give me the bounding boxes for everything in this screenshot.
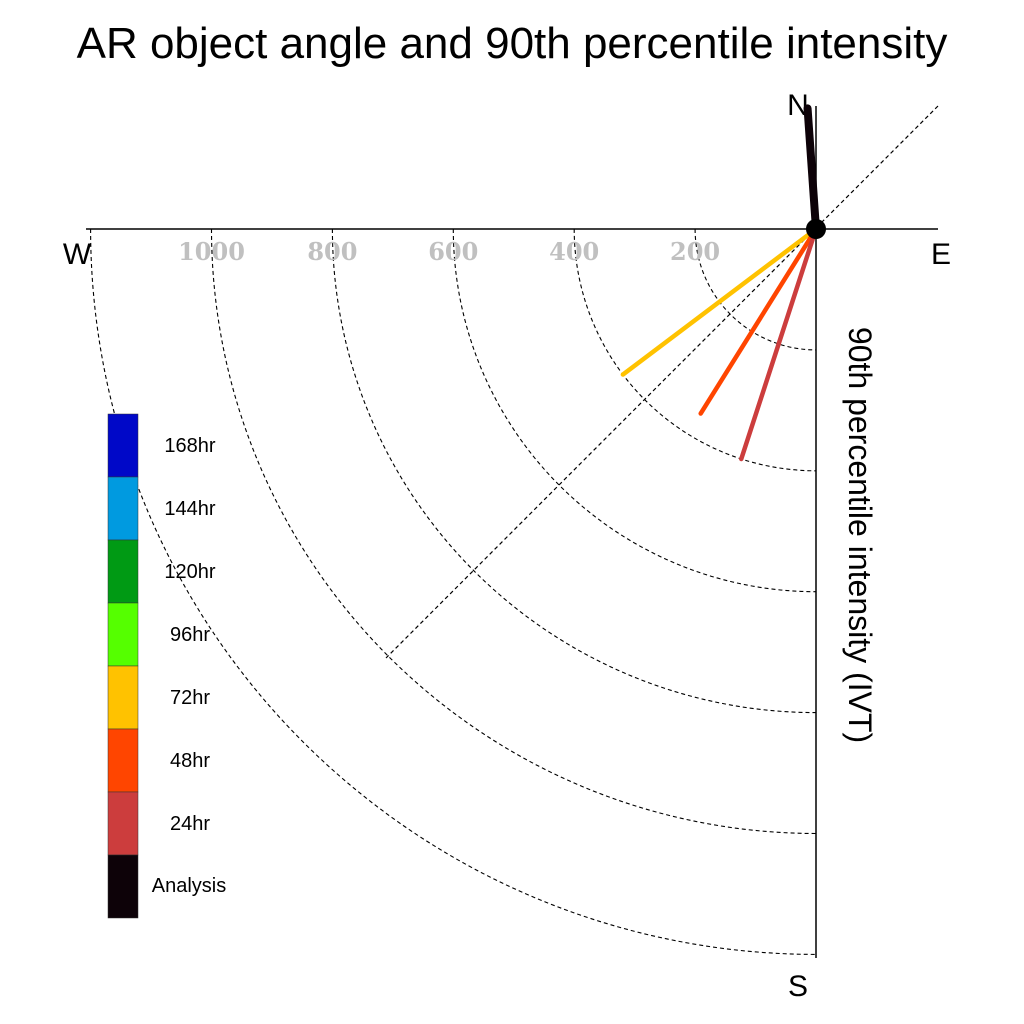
ring-label: 1000 [178,237,245,266]
vector-48hr [698,226,819,416]
origin-marker [806,219,826,239]
legend-swatch [107,476,139,541]
legend-label: 168hr [164,435,215,457]
legend-swatch [107,728,139,793]
intensity-ring [331,228,817,714]
ring-label: 600 [428,237,478,266]
legend-swatch [107,791,139,856]
legend-label: 96hr [170,624,210,646]
intensity-ring [573,228,817,472]
vector-72hr [620,226,819,377]
legend-label: 144hr [164,498,215,520]
compass-west-label: W [63,238,92,271]
ring-labels: 200 400 600 800 1000 [178,237,720,266]
intensity-ring [90,228,817,955]
compass-east-label: E [931,238,951,271]
legend-label: Analysis [152,875,226,897]
legend-label: 72hr [170,687,210,709]
chart-title: AR object angle and 90th percentile inte… [77,19,948,68]
legend-label: 120hr [164,561,215,583]
legend-label: 24hr [170,813,210,835]
ar-vectors [620,104,820,462]
ring-label: 800 [307,237,357,266]
vector-analysis [803,104,820,233]
legend-swatch [107,665,139,730]
radial-axis-title: 90th percentile intensity (IVT) [842,327,878,743]
intensity-ring [210,228,817,835]
compass-south-label: S [788,970,808,1003]
legend-swatch [107,413,139,478]
ring-label: 400 [549,237,599,266]
intensity-rings [90,228,817,955]
forecast-legend: 168hr 144hr 120hr 96hr 72hr 48hr 24hr Analysis [107,413,226,919]
intensity-ring [694,228,817,351]
legend-label: 48hr [170,750,210,772]
legend-swatch [107,854,139,919]
compass-north-label: N [787,89,809,122]
vector-24hr [739,226,819,462]
ring-label: 200 [670,237,720,266]
intensity-ring [452,228,817,593]
legend-swatch [107,539,139,604]
legend-swatch [107,602,139,667]
